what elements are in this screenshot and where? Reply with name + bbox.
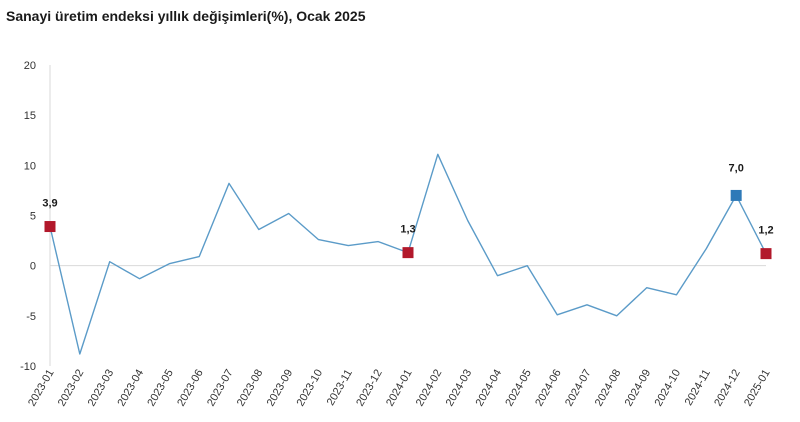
y-axis: -10 -5 0 5 10 15 20: [20, 60, 766, 373]
x-tick-label: 2024-05: [503, 368, 534, 409]
y-tick-label: 0: [30, 261, 36, 273]
x-tick-label: 2023-10: [295, 368, 326, 409]
highlight-marker: [402, 247, 414, 259]
marker-layer: [44, 189, 772, 260]
x-tick-label: 2023-11: [325, 368, 355, 408]
data-label: 1,2: [758, 225, 773, 237]
x-tick-label: 2024-09: [623, 368, 654, 409]
x-axis: 2023-01 2023-02 2023-03 2023-04 2023-05 2023-…: [26, 367, 773, 408]
data-label: 3,9: [42, 198, 57, 210]
y-tick-label: 5: [30, 211, 36, 223]
x-tick-label: 2024-11: [683, 368, 713, 408]
chart-title: Sanayi üretim endeksi yıllık değişimleri…: [6, 8, 366, 24]
x-tick-label: 2023-02: [56, 368, 87, 409]
y-tick-label: 15: [24, 110, 36, 122]
x-tick-label: 2023-06: [175, 368, 206, 409]
x-tick-label: 2024-10: [653, 368, 684, 409]
y-tick-label: 10: [24, 160, 36, 172]
highlight-marker: [730, 189, 742, 201]
data-label: 1,3: [400, 224, 415, 236]
highlight-marker: [44, 221, 56, 233]
y-tick-label: 20: [24, 60, 36, 72]
x-tick-label: 2024-08: [593, 368, 624, 409]
y-tick-label: -5: [26, 311, 36, 323]
x-tick-label: 2023-07: [205, 368, 236, 409]
x-tick-label: 2024-06: [533, 368, 564, 409]
x-tick-label: 2023-01: [26, 368, 57, 409]
x-tick-label: 2023-04: [116, 368, 147, 409]
highlight-marker: [760, 248, 772, 260]
x-tick-label: 2024-02: [414, 368, 445, 409]
x-tick-label: 2023-12: [354, 368, 385, 409]
x-tick-label: 2024-07: [563, 368, 594, 409]
y-tick-label: -10: [20, 361, 36, 373]
x-tick-label: 2024-03: [444, 367, 475, 408]
data-label: 7,0: [729, 162, 744, 174]
x-tick-label: 2023-08: [235, 368, 266, 409]
x-tick-label: 2023-05: [145, 368, 176, 409]
x-tick-label: 2024-01: [384, 368, 415, 409]
x-tick-label: 2024-12: [712, 368, 743, 409]
x-tick-label: 2023-03: [86, 368, 117, 409]
x-tick-label: 2023-09: [265, 368, 296, 409]
label-layer: 3,9 1,3 7,0 1,2: [42, 162, 773, 236]
x-tick-label: 2025-01: [742, 368, 773, 409]
x-tick-label: 2024-04: [474, 368, 505, 409]
